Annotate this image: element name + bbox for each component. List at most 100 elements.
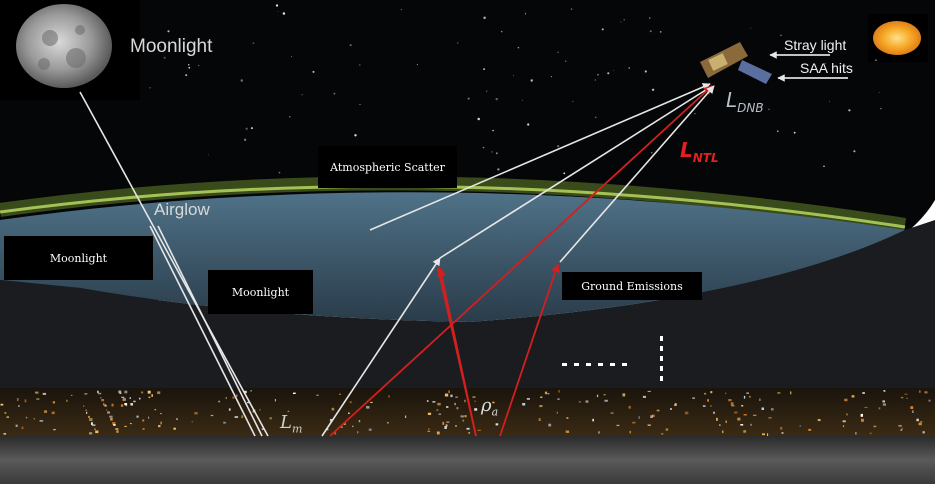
city-light xyxy=(707,399,709,402)
star xyxy=(291,56,293,58)
star xyxy=(278,171,281,174)
city-light xyxy=(670,408,672,410)
city-light xyxy=(357,431,359,434)
star xyxy=(524,13,527,15)
ground-emissions-box: Ground Emissions xyxy=(562,272,702,300)
city-light xyxy=(842,425,845,428)
city-light xyxy=(125,405,128,407)
star xyxy=(880,107,882,110)
city-light xyxy=(864,406,868,408)
star xyxy=(694,113,696,115)
city-light xyxy=(33,418,35,420)
city-light xyxy=(650,415,653,418)
city-light xyxy=(767,433,769,437)
city-light xyxy=(436,431,440,435)
city-light xyxy=(148,416,150,419)
city-light xyxy=(704,392,707,395)
city-light xyxy=(141,391,144,394)
city-light xyxy=(873,425,877,428)
stars xyxy=(149,4,882,175)
city-light xyxy=(293,392,296,394)
atmospheric-scatter-ray xyxy=(369,83,711,231)
city-light xyxy=(95,430,99,434)
city-light xyxy=(426,400,429,402)
city-light xyxy=(358,420,361,423)
city-light xyxy=(730,402,734,406)
star xyxy=(240,79,244,82)
star xyxy=(563,172,566,175)
city-light xyxy=(42,392,47,395)
city-light xyxy=(855,432,857,435)
city-light xyxy=(851,395,855,398)
city-light xyxy=(454,402,456,406)
star xyxy=(495,97,498,101)
city-light xyxy=(86,411,88,414)
star xyxy=(565,60,567,62)
city-light xyxy=(566,417,569,419)
city-light xyxy=(329,419,333,422)
city-light xyxy=(388,395,390,398)
city-light xyxy=(869,432,872,435)
city-light xyxy=(556,411,558,414)
star xyxy=(613,69,615,71)
city-light xyxy=(428,428,430,431)
city-light xyxy=(88,415,90,418)
city-light xyxy=(799,425,801,427)
city-light xyxy=(661,433,664,435)
star xyxy=(823,165,825,167)
moonlight-label: Moonlight xyxy=(130,36,213,57)
city-light xyxy=(761,407,764,410)
city-light xyxy=(558,390,560,393)
city-light xyxy=(218,400,221,403)
city-light xyxy=(743,430,747,433)
city-light xyxy=(900,396,904,399)
star xyxy=(163,56,166,59)
city-light xyxy=(446,406,449,408)
city-light xyxy=(115,428,119,430)
city-light xyxy=(157,391,161,394)
city-light xyxy=(904,393,908,395)
city-light xyxy=(191,421,194,423)
city-light xyxy=(173,427,176,430)
moonlight-ray-1 xyxy=(79,91,269,437)
star xyxy=(594,79,596,81)
star xyxy=(570,8,573,10)
city-light xyxy=(448,390,450,394)
city-light xyxy=(842,420,846,423)
city-light xyxy=(495,423,499,426)
red-ray-long xyxy=(329,85,713,437)
star xyxy=(848,109,851,112)
city-light xyxy=(194,412,198,415)
city-light xyxy=(445,424,448,427)
city-light xyxy=(160,413,162,415)
ground-surface xyxy=(0,436,935,484)
star xyxy=(208,154,210,156)
moon-craters xyxy=(38,25,86,70)
star xyxy=(187,64,190,66)
airglow-label: Airglow xyxy=(154,200,210,219)
star xyxy=(607,72,610,75)
city-light xyxy=(468,432,470,434)
city-light xyxy=(259,408,261,411)
city-light xyxy=(455,425,457,427)
ground-emission-to-sensor xyxy=(559,85,715,263)
city-light xyxy=(596,394,599,398)
city-light xyxy=(565,430,570,433)
city-light xyxy=(142,428,145,430)
city-light xyxy=(124,425,127,427)
city-light xyxy=(36,398,40,400)
city-light xyxy=(104,405,107,407)
city-light xyxy=(24,399,27,403)
star xyxy=(557,145,560,148)
city-light xyxy=(339,393,341,395)
city-light xyxy=(21,426,24,430)
city-light xyxy=(0,403,4,406)
vertical-dots xyxy=(660,336,663,381)
city-light xyxy=(228,408,231,411)
star xyxy=(492,129,494,132)
city-light xyxy=(684,411,689,415)
city-light xyxy=(656,409,660,412)
city-light xyxy=(918,422,922,426)
city-light xyxy=(432,401,436,403)
city-light xyxy=(456,407,459,410)
